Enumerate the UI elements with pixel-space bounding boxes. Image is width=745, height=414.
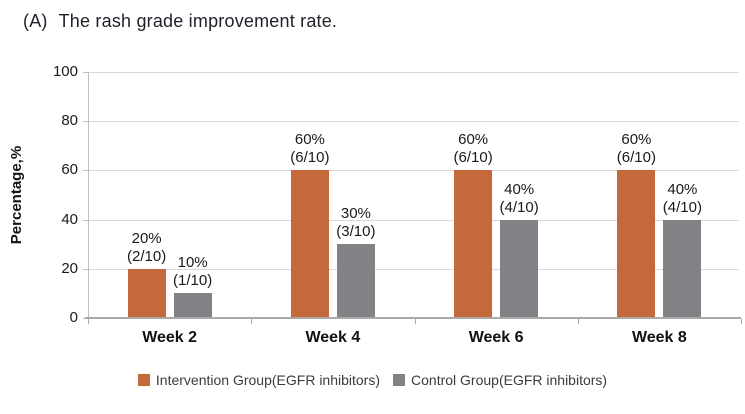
y-axis-line [88,72,89,318]
category-group-1: 20% (2/10) 10% (1/10) [88,72,251,318]
y-tick-label-80: 80 [61,112,78,129]
legend: Intervention Group(EGFR inhibitors) Contr… [0,372,745,388]
bar-value-label-line: 60% [294,131,325,148]
bar [290,170,329,318]
y-tick-label-40: 40 [61,211,78,228]
bar [127,269,166,318]
x-tick-2 [415,319,416,324]
bar-value-label-line: 30% [340,205,371,222]
bar-value-label: 60% (6/10) [617,131,656,167]
bar-column: 60% (6/10) [617,131,656,318]
bar-value-label: 60% (6/10) [454,131,493,167]
bar [663,220,702,318]
chart-title: (A) The rash grade improvement rate. [23,11,337,32]
x-axis-label-3: Week 6 [468,329,524,346]
bar-value-label: 40% (4/10) [500,181,539,217]
category-group-3: 60% (6/10) 40% (4/10) [415,72,578,318]
bar-value-label-line: (6/10) [290,149,330,166]
x-tick-0 [88,319,89,324]
legend-item-2: Control Group(EGFR inhibitors) [393,372,607,388]
legend-swatch-icon [137,374,150,386]
legend-label: Control Group(EGFR inhibitors) [411,372,608,388]
y-tick-80 [83,121,88,122]
gridline-100 [89,72,739,73]
bar-value-label: 30% (3/10) [336,205,375,241]
y-tick-label-100: 100 [52,63,78,80]
gridline-20 [89,269,739,270]
bar-value-label-line: 40% [667,181,698,198]
y-tick-60 [83,170,88,171]
y-tick-label-60: 60 [61,161,78,178]
bar-column: 30% (3/10) [336,205,375,318]
gridline-60 [89,170,739,171]
bar-value-label-line: (1/10) [173,272,213,289]
bar [336,244,375,318]
x-tick-1 [251,319,252,324]
legend-swatch-icon [393,374,406,386]
x-axis-labels: Week 2 Week 4 Week 6 Week 8 [88,329,741,347]
bar-column: 10% (1/10) [173,254,212,318]
bar [173,293,212,318]
x-axis-label-1: Week 2 [142,329,198,346]
bar-value-label: 20% (2/10) [127,230,166,266]
legend-item-1: Intervention Group(EGFR inhibitors) [137,372,381,388]
gridline-80 [89,121,739,122]
bar [500,220,539,318]
category-group-4: 60% (6/10) 40% (4/10) [578,72,741,318]
bar [617,170,656,318]
bar-value-label-line: (4/10) [662,199,702,216]
gridline-40 [89,220,739,221]
x-tick-4 [741,319,742,324]
bar-value-label: 10% (1/10) [173,254,212,290]
bar-value-label-line: 60% [458,131,489,148]
legend-label: Intervention Group(EGFR inhibitors) [155,372,381,388]
bar-column: 40% (4/10) [500,181,539,318]
chart-title-prefix: (A) [23,11,48,31]
y-tick-label-0: 0 [69,309,78,326]
y-tick-20 [83,269,88,270]
bar-value-label: 40% (4/10) [663,181,702,217]
bar-value-label-line: (4/10) [499,199,539,216]
bar-value-label-line: 60% [621,131,652,148]
plot-area: 20% (2/10) 10% (1/10) 60% (6/10) 30% (3/10) 60%(… [88,72,741,318]
bar-value-label-line: 10% [177,254,208,271]
x-axis-label-4: Week 8 [631,329,687,346]
bar [454,170,493,318]
x-tick-3 [578,319,579,324]
bar-value-label-line: (2/10) [127,248,167,265]
chart-title-text: The rash grade improvement rate. [58,11,338,31]
y-tick-100 [83,72,88,73]
bar-value-label-line: (6/10) [453,149,493,166]
bar-value-label-line: 20% [131,230,162,247]
bar-value-label-line: (6/10) [616,149,656,166]
bar-column: 60% (6/10) [290,131,329,318]
category-group-2: 60% (6/10) 30% (3/10) [251,72,414,318]
bar-value-label-line: (3/10) [336,223,376,240]
x-axis-line [85,317,741,319]
bar-column: 20% (2/10) [127,230,166,318]
y-axis-title: Percentage,% [8,145,25,245]
x-axis-label-2: Week 4 [305,329,361,346]
bar-value-label-line: 40% [504,181,535,198]
y-tick-label-20: 20 [61,260,78,277]
bar-column: 40% (4/10) [663,181,702,318]
bar-value-label: 60% (6/10) [290,131,329,167]
bar-column: 60% (6/10) [454,131,493,318]
y-tick-40 [83,220,88,221]
